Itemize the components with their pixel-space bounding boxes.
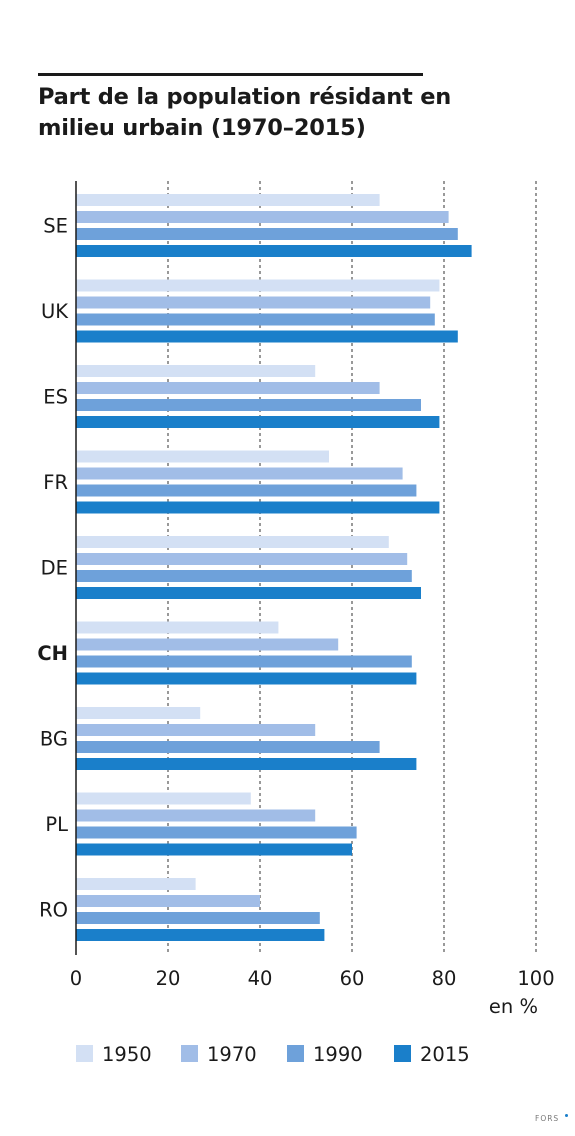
category-label-pl: PL (45, 813, 68, 836)
chart-title: Part de la population résidant en milieu… (38, 84, 452, 141)
x-tick-label-60: 60 (340, 967, 365, 990)
bar-pl-2015 (76, 843, 352, 856)
bar-ro-1970 (76, 895, 260, 907)
bar-uk-1970 (76, 296, 431, 309)
bar-ch-1950 (76, 621, 279, 634)
bar-fr-2015 (76, 501, 440, 514)
x-tick-label-80: 80 (432, 967, 457, 990)
x-tick-label-0: 0 (70, 967, 82, 990)
category-label-bg: BG (40, 728, 68, 751)
category-label-ch: CH (37, 642, 68, 665)
bar-ro-1950 (76, 878, 196, 890)
legend-swatch-1990 (287, 1045, 304, 1062)
bar-fr-1990 (76, 484, 417, 497)
bar-uk-1990 (76, 313, 435, 326)
bar-se-1990 (76, 228, 458, 240)
bar-uk-1950 (76, 279, 440, 292)
bar-ch-1990 (76, 655, 412, 668)
legend-swatch-2015 (394, 1045, 411, 1062)
bar-bg-1970 (76, 724, 316, 736)
title-rule (38, 73, 423, 76)
bar-fr-1970 (76, 467, 403, 480)
category-label-ro: RO (39, 899, 68, 922)
bar-es-1950 (76, 365, 316, 377)
x-tick-label-40: 40 (248, 967, 273, 990)
bar-es-1990 (76, 399, 421, 411)
bar-de-1970 (76, 553, 408, 565)
x-tick-label-100: 100 (517, 967, 554, 990)
bar-es-2015 (76, 416, 440, 428)
x-unit-label: en % (489, 995, 538, 1018)
category-label-se: SE (43, 215, 68, 238)
bar-se-1950 (76, 194, 380, 206)
bar-ch-1970 (76, 638, 339, 651)
bar-se-2015 (76, 245, 472, 257)
bar-bg-1990 (76, 741, 380, 753)
x-tick-label-20: 20 (156, 967, 181, 990)
fors-logo-dot (565, 1114, 568, 1117)
bar-de-2015 (76, 587, 421, 599)
legend-swatch-1950 (76, 1045, 93, 1062)
bar-uk-2015 (76, 330, 458, 343)
bar-se-1970 (76, 211, 449, 223)
category-label-fr: FR (43, 471, 68, 494)
bar-fr-1950 (76, 450, 329, 463)
bar-pl-1970 (76, 809, 316, 822)
legend-label-1950: 1950 (102, 1043, 152, 1066)
bar-pl-1950 (76, 792, 251, 805)
bar-de-1990 (76, 570, 412, 582)
category-label-es: ES (43, 386, 68, 409)
bar-es-1970 (76, 382, 380, 394)
legend-swatch-1970 (181, 1045, 198, 1062)
category-label-de: DE (41, 557, 68, 580)
category-label-uk: UK (41, 300, 69, 323)
bar-ch-2015 (76, 672, 417, 685)
bar-ro-1990 (76, 912, 320, 924)
bar-pl-1990 (76, 826, 357, 839)
legend-label-1990: 1990 (313, 1043, 363, 1066)
legend-label-1970: 1970 (207, 1043, 257, 1066)
fors-logo: FORS (535, 1114, 560, 1123)
bar-ro-2015 (76, 929, 325, 941)
legend-label-2015: 2015 (420, 1043, 470, 1066)
bar-bg-2015 (76, 758, 417, 770)
bar-de-1950 (76, 536, 389, 548)
bar-bg-1950 (76, 707, 201, 719)
